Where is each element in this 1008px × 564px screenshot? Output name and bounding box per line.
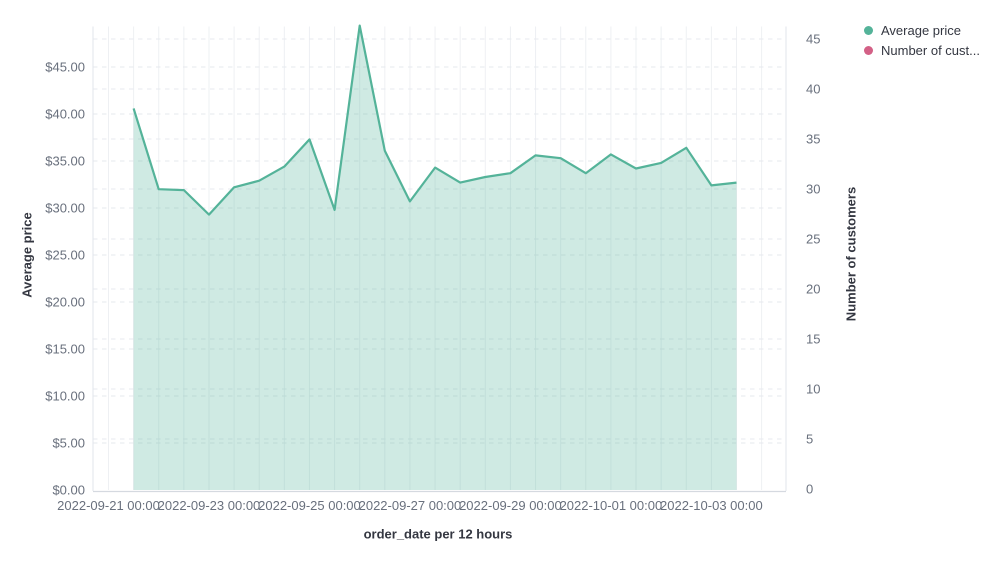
- legend: Average price Number of cust...: [864, 23, 980, 58]
- legend-swatch-average-price: [864, 26, 873, 35]
- y-axis-left-tick-label: $25.00: [45, 248, 85, 263]
- y-axis-right-tick-label: 10: [806, 382, 820, 397]
- right-axis-title: Number of customers: [843, 186, 859, 322]
- x-axis-tick-label: 2022-09-25 00:00: [258, 498, 361, 513]
- y-axis-left-tick-label: $35.00: [45, 154, 85, 169]
- legend-item-number-of-customers[interactable]: Number of cust...: [864, 43, 980, 58]
- x-axis-tick-label: 2022-09-21 00:00: [57, 498, 160, 513]
- y-axis-right-tick-label: 45: [806, 32, 820, 47]
- x-axis-tick-label: 2022-09-23 00:00: [158, 498, 261, 513]
- y-axis-right-tick-label: 25: [806, 232, 820, 247]
- x-axis-tick-label: 2022-09-29 00:00: [459, 498, 562, 513]
- y-axis-left-tick-label: $20.00: [45, 295, 85, 310]
- y-axis-left-tick-label: $0.00: [52, 483, 85, 498]
- y-axis-right-tick-label: 35: [806, 132, 820, 147]
- x-axis-title: order_date per 12 hours: [363, 526, 513, 542]
- price-line: [132, 24, 737, 216]
- legend-label: Average price: [881, 23, 961, 38]
- y-axis-right-tick-label: 20: [806, 282, 820, 297]
- y-axis-right-tick-label: 5: [806, 432, 813, 447]
- left-axis-title: Average price: [19, 212, 35, 298]
- y-axis-right-tick-label: 30: [806, 182, 820, 197]
- x-axis-tick-label: 2022-10-01 00:00: [560, 498, 663, 513]
- legend-item-average-price[interactable]: Average price: [864, 23, 980, 38]
- y-axis-left-tick-label: $40.00: [45, 107, 85, 122]
- legend-label: Number of cust...: [881, 43, 980, 58]
- x-axis-tick-label: 2022-10-03 00:00: [660, 498, 763, 513]
- x-axis-tick-label: 2022-09-27 00:00: [359, 498, 462, 513]
- y-axis-right-tick-label: 0: [806, 482, 813, 497]
- price-area-fill: [133, 25, 737, 490]
- y-axis-right-tick-label: 40: [806, 82, 820, 97]
- y-axis-left-tick-label: $10.00: [45, 389, 85, 404]
- y-axis-left-tick-label: $5.00: [52, 436, 85, 451]
- y-axis-left-tick-label: $15.00: [45, 342, 85, 357]
- y-axis-left-tick-label: $30.00: [45, 201, 85, 216]
- legend-swatch-number-of-customers: [864, 46, 873, 55]
- y-axis-right-tick-label: 15: [806, 332, 820, 347]
- y-axis-left-tick-label: $45.00: [45, 60, 85, 75]
